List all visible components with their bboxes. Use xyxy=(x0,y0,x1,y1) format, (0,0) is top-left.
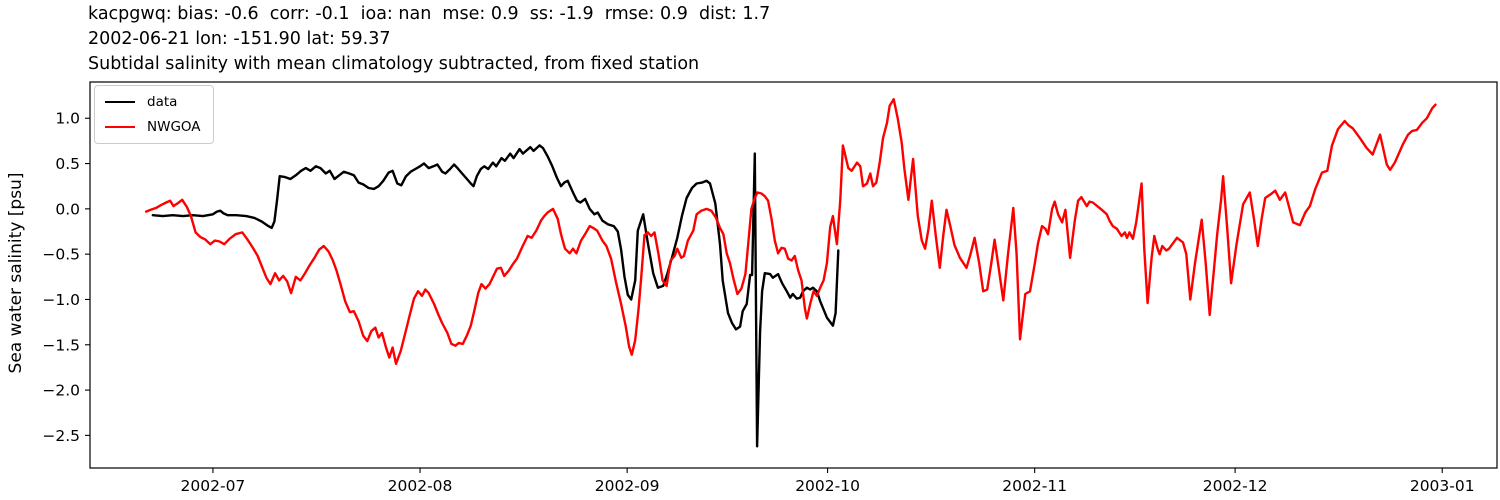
y-tick-label: −2.5 xyxy=(42,427,80,445)
nwgoa-series-line xyxy=(144,97,1437,365)
x-tick-label: 2002-11 xyxy=(1002,477,1067,495)
chart-title: Subtidal salinity with mean climatology … xyxy=(88,54,700,74)
data-series-line xyxy=(151,144,840,448)
y-tick-label: 0.5 xyxy=(55,155,80,173)
x-tick-label: 2002-09 xyxy=(595,477,660,495)
y-tick-label: −1.5 xyxy=(42,336,80,354)
x-tick-label: 2002-10 xyxy=(795,477,860,495)
y-tick-label: 0.0 xyxy=(55,200,80,218)
figure-header: kacpgwq: bias: -0.6 corr: -0.1 ioa: nan … xyxy=(88,2,770,77)
y-tick-label: 1.0 xyxy=(55,110,80,128)
x-tick-label: 2003-01 xyxy=(1410,477,1475,495)
legend-label-nwgoa: NWGOA xyxy=(147,119,201,135)
legend-item-data: data xyxy=(105,94,201,110)
y-tick-label: −2.0 xyxy=(42,382,80,400)
legend-item-nwgoa: NWGOA xyxy=(105,119,201,135)
plot-border xyxy=(89,81,1498,469)
stats-line: kacpgwq: bias: -0.6 corr: -0.1 ioa: nan … xyxy=(88,4,771,24)
legend: data NWGOA xyxy=(94,85,214,144)
data-line-swatch xyxy=(105,101,135,103)
date-location-line: 2002-06-21 lon: -151.90 lat: 59.37 xyxy=(88,29,391,49)
x-tick-label: 2002-07 xyxy=(181,477,246,495)
y-tick-label: −0.5 xyxy=(42,246,80,264)
x-tick-label: 2002-08 xyxy=(388,477,453,495)
nwgoa-line-swatch xyxy=(105,126,135,128)
legend-label-data: data xyxy=(147,94,178,110)
y-tick-label: −1.0 xyxy=(42,291,80,309)
x-tick-label: 2002-12 xyxy=(1203,477,1268,495)
